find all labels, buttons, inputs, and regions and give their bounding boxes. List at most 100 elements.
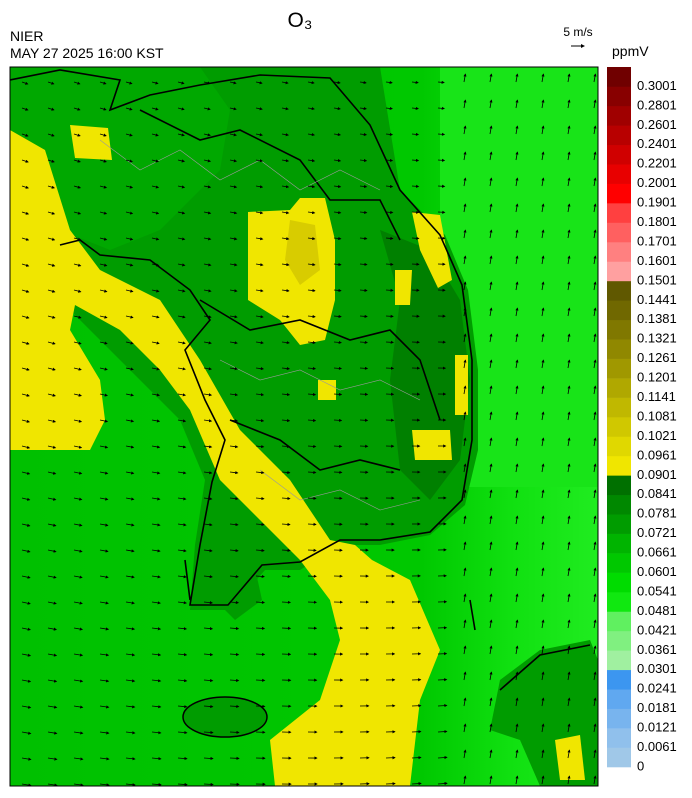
colorbar-label: 0.2201 [637, 156, 677, 171]
colorbar-swatch [607, 592, 631, 612]
wind-arrow [177, 211, 186, 215]
colorbar-swatch [607, 397, 631, 418]
wind-arrow [567, 73, 571, 83]
wind-arrow [73, 549, 83, 553]
wind-arrow [47, 367, 56, 371]
wind-arrow [229, 185, 238, 189]
wind-arrow [437, 704, 448, 708]
wind-arrow [125, 341, 134, 345]
wind-arrow [541, 697, 545, 707]
wind-arrow [73, 81, 81, 85]
wind-arrow [463, 359, 467, 369]
wind-arrow [255, 574, 265, 579]
colorbar-label: 0.1441 [637, 292, 677, 307]
wind-arrow [125, 549, 135, 553]
wind-arrow [255, 522, 265, 527]
wind-arrow [151, 315, 160, 319]
wind-arrow [125, 211, 134, 215]
colorbar-label: 0.1701 [637, 233, 677, 248]
wind-arrow [307, 133, 315, 137]
wind-arrow [21, 783, 32, 786]
wind-arrow [229, 315, 238, 319]
wind-arrow [281, 315, 290, 319]
wind-arrow [99, 627, 110, 631]
wind-arrow [593, 645, 597, 655]
wind-arrow [307, 159, 316, 163]
wind-arrow [47, 549, 57, 553]
wind-arrow [307, 288, 316, 293]
wind-arrow [359, 158, 368, 163]
wind-arrow [281, 444, 291, 449]
wind-arrow [567, 255, 571, 265]
wind-arrow [593, 99, 597, 109]
colorbar-swatch [607, 144, 631, 165]
wind-arrow [73, 575, 83, 579]
wind-arrow [463, 203, 467, 213]
wind-arrow [463, 515, 467, 525]
colorbar-label: 0.0661 [637, 545, 677, 560]
wind-arrow [203, 159, 212, 163]
wind-arrow [47, 185, 55, 189]
wind-arrow [21, 341, 30, 345]
wind-arrow [229, 367, 238, 371]
wind-arrow [541, 255, 545, 265]
wind-arrow [385, 262, 394, 266]
wind-arrow [21, 653, 32, 657]
wind-arrow [515, 411, 519, 421]
wind-arrow [411, 80, 419, 84]
wind-arrow [281, 185, 290, 189]
wind-arrow [203, 497, 213, 501]
wind-arrow [177, 756, 188, 761]
wind-reference-label: 5 m/s [563, 25, 592, 39]
wind-arrow [255, 367, 264, 371]
wind-arrow [73, 367, 82, 371]
wind-arrow [567, 723, 571, 733]
wind-arrow [47, 705, 58, 709]
wind-arrow [359, 314, 368, 318]
wind-arrow [47, 783, 58, 786]
wind-arrow [541, 437, 545, 447]
wind-arrow [177, 81, 185, 85]
wind-arrow [73, 289, 82, 293]
wind-arrow [99, 133, 107, 137]
wind-arrow [99, 549, 109, 553]
wind-arrow [21, 731, 32, 735]
wind-arrow [385, 132, 394, 137]
wind-arrow [99, 211, 108, 215]
wind-arrow [73, 133, 81, 137]
wind-arrow [385, 158, 394, 163]
wind-arrow [229, 237, 238, 241]
wind-arrow [411, 781, 422, 786]
wind-arrow [515, 645, 519, 655]
wind-arrow [229, 289, 238, 293]
wind-arrow [99, 705, 110, 709]
colorbar-swatch [607, 689, 631, 709]
wind-arrow [463, 151, 467, 161]
wind-arrow [229, 341, 238, 345]
wind-arrow [151, 679, 162, 683]
wind-arrow [73, 471, 83, 475]
wind-arrow [463, 437, 467, 447]
wind-arrow [567, 567, 571, 577]
wind-arrow [515, 99, 519, 109]
wind-arrow [73, 731, 84, 735]
wind-arrow [21, 237, 30, 241]
wind-arrow [463, 385, 467, 395]
wind-arrow [333, 132, 342, 137]
high-ozone-kyushu [555, 735, 585, 780]
wind-arrow [489, 99, 493, 109]
colorbar-unit: ppmV [612, 43, 649, 59]
wind-arrow [281, 81, 289, 85]
wind-arrow [229, 81, 237, 85]
wind-arrow [47, 731, 58, 735]
wind-arrow [73, 679, 84, 683]
wind-arrow [229, 626, 240, 631]
wind-arrow [73, 237, 82, 241]
colorbar-swatch [607, 183, 631, 204]
wind-arrow [333, 80, 341, 85]
wind-arrow [463, 749, 467, 759]
wind-arrow [151, 419, 161, 423]
wind-arrow [151, 289, 160, 293]
wind-arrow [463, 99, 467, 109]
high-ozone-core [285, 220, 320, 285]
